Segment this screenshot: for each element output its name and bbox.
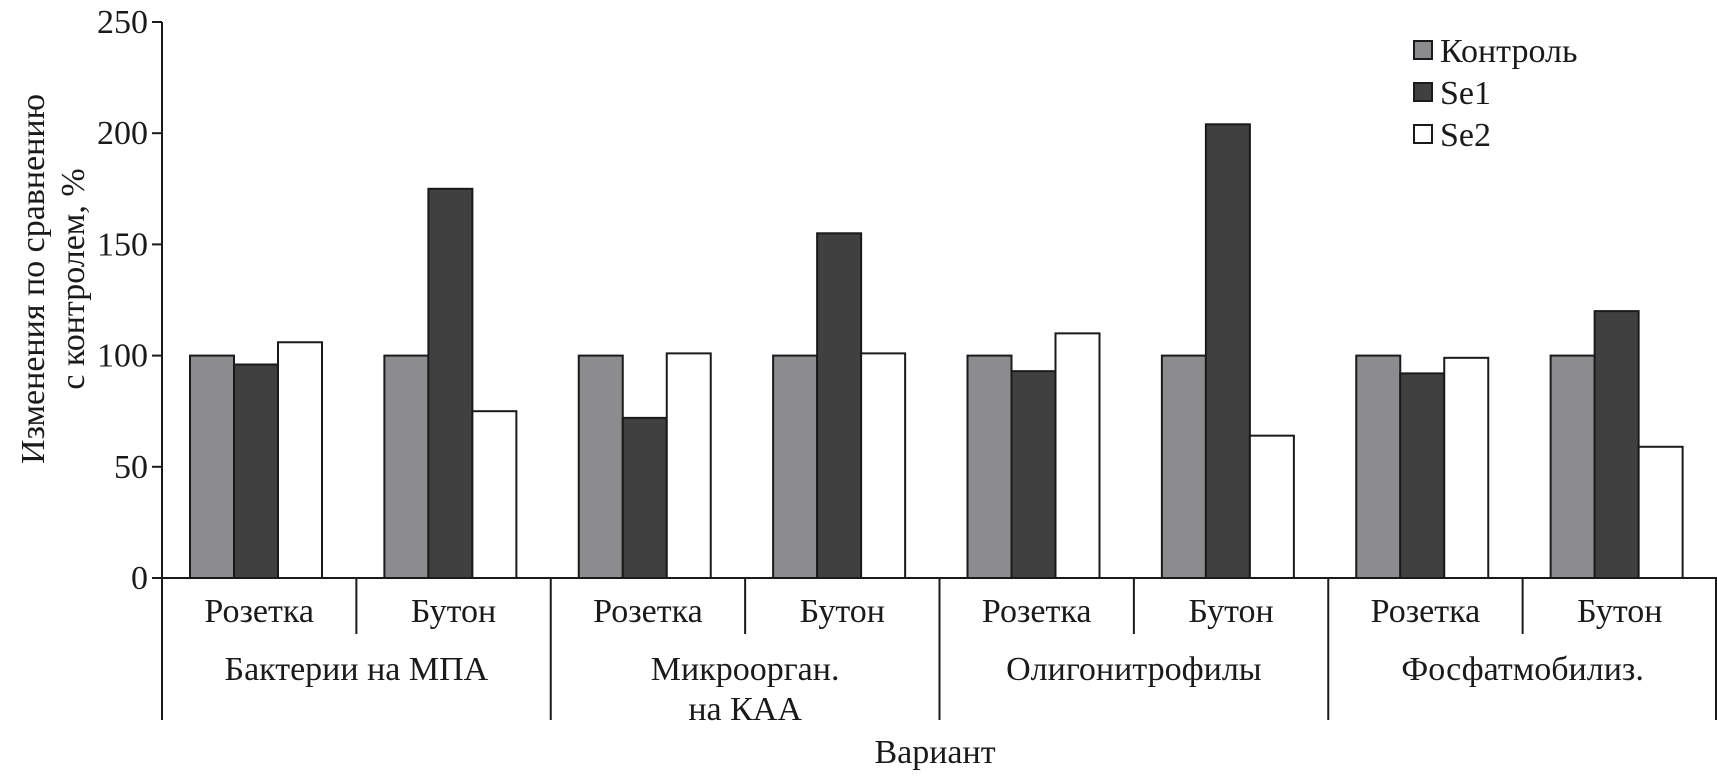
stage-label: Розетка [204, 593, 314, 630]
legend-label: Se1 [1440, 75, 1491, 112]
legend-label: Se2 [1440, 117, 1491, 154]
bar-se1-6 [1204, 123, 1251, 580]
y-tick-label: 150 [97, 226, 148, 263]
y-axis-title-line2: с контролем, % [55, 168, 92, 389]
bar-se1-3 [621, 416, 668, 580]
y-axis-title: Изменения по сравнению с контролем, % [15, 94, 92, 464]
y-axis-title-line1: Изменения по сравнению [15, 94, 52, 464]
y-tick-label: 250 [97, 4, 148, 41]
bar-контроль-1 [189, 354, 235, 579]
bar-se2-3 [665, 352, 712, 579]
bar-se1-8 [1593, 310, 1640, 579]
stage-label: Бутон [800, 593, 885, 630]
legend-swatch-контроль [1413, 40, 1433, 60]
bar-контроль-7 [1355, 354, 1402, 579]
bar-контроль-4 [772, 354, 819, 579]
bar-контроль-5 [966, 354, 1013, 579]
bar-se1-5 [1010, 370, 1057, 579]
legend-swatch-se2 [1413, 124, 1433, 144]
stage-label: Бутон [411, 593, 496, 630]
legend: Контроль Se1 Se2 [1413, 33, 1577, 154]
bar-контроль-3 [577, 354, 624, 579]
bar-se2-8 [1637, 445, 1684, 579]
stage-label: Розетка [982, 593, 1092, 630]
bars [189, 123, 1684, 580]
y-tick-label: 200 [97, 115, 148, 152]
bar-se2-7 [1443, 356, 1490, 579]
y-tick-label: 50 [114, 449, 148, 486]
bar-контроль-2 [383, 354, 430, 579]
bar-контроль-6 [1160, 354, 1207, 579]
x-axis-title: Вариант [874, 734, 995, 771]
bar-se1-2 [427, 187, 474, 580]
bar-se2-4 [860, 352, 907, 579]
stage-label: Бутон [1577, 593, 1662, 630]
y-tick-label: 0 [131, 560, 148, 597]
bar-se2-1 [277, 341, 323, 580]
bar-se1-4 [816, 232, 863, 579]
bar-se1-1 [233, 363, 279, 579]
stage-label: Розетка [1371, 593, 1481, 630]
bar-se2-2 [471, 410, 518, 580]
bar-se2-6 [1248, 434, 1295, 579]
x-axis-labels: Розетка Бутон Розетка Бутон Розетка Бутон Розе… [204, 578, 1717, 728]
group-label: Олигонитрофилы [1006, 651, 1262, 688]
bar-se1-7 [1399, 372, 1446, 579]
stage-label: Бутон [1188, 593, 1273, 630]
y-tick-label: 100 [97, 338, 148, 375]
group-label: Микроорган. [651, 651, 840, 688]
legend-label: Контроль [1440, 33, 1577, 70]
legend-swatch-se1 [1413, 82, 1433, 102]
bar-контроль-8 [1549, 354, 1596, 579]
group-label: на КАА [688, 691, 802, 728]
group-label: Фосфатмобилиз. [1401, 651, 1643, 688]
bar-se2-5 [1054, 332, 1101, 579]
stage-label: Розетка [593, 593, 703, 630]
group-label: Бактерии на МПА [225, 651, 489, 688]
